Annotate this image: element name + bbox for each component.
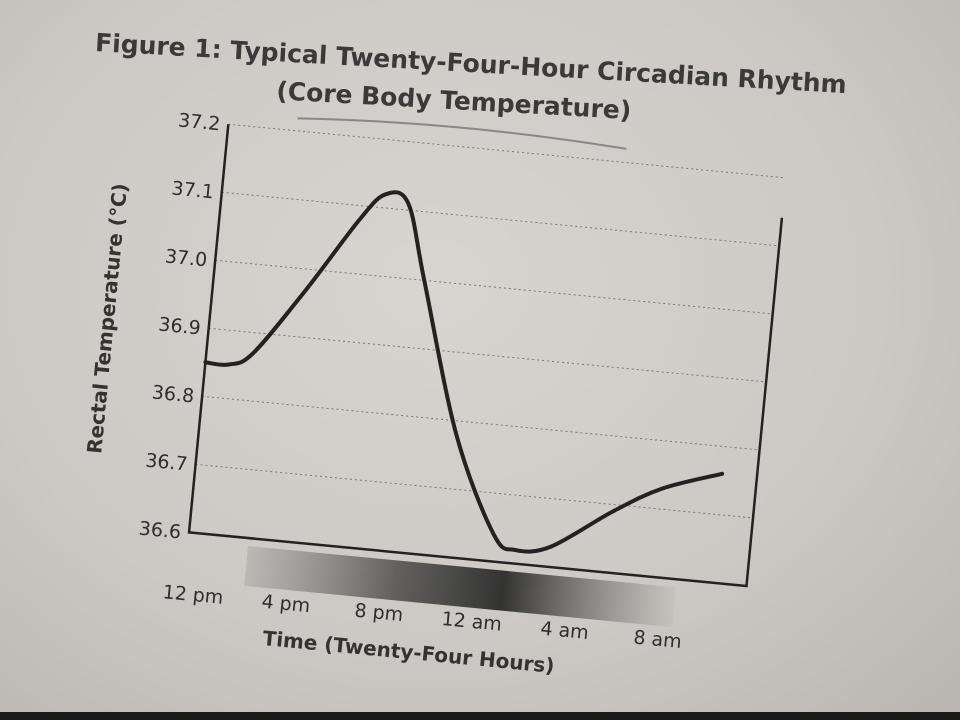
y-tick-label: 36.9 — [157, 314, 201, 340]
gridline — [202, 395, 760, 451]
night-shading — [244, 546, 677, 628]
gridline — [208, 327, 767, 383]
gridline — [228, 123, 786, 179]
x-tick-label: 12 pm — [162, 581, 225, 609]
y-tick-label: 36.8 — [151, 382, 195, 408]
y-tick-label: 37.1 — [171, 177, 215, 203]
x-tick-label: 8 pm — [354, 600, 405, 627]
x-axis-label: Time (Twenty-Four Hours) — [262, 626, 556, 678]
x-tick-label: 4 am — [540, 618, 590, 645]
gridline — [221, 191, 780, 247]
bottom-edge — [0, 712, 960, 720]
x-tick-label: 8 am — [632, 626, 682, 653]
pencil-underline — [297, 117, 627, 150]
temperature-line — [203, 190, 725, 554]
axes-frame — [187, 124, 784, 588]
x-tick-label: 12 am — [441, 608, 503, 636]
y-tick-label: 37.0 — [164, 245, 208, 271]
x-tick-label: 4 pm — [261, 591, 312, 618]
y-tick-label: 37.2 — [177, 109, 221, 135]
y-tick-label: 36.6 — [138, 518, 182, 544]
gridline — [215, 259, 773, 315]
y-axis-label: Rectal Temperature (°C) — [82, 182, 132, 455]
y-tick-label: 36.7 — [144, 450, 188, 476]
